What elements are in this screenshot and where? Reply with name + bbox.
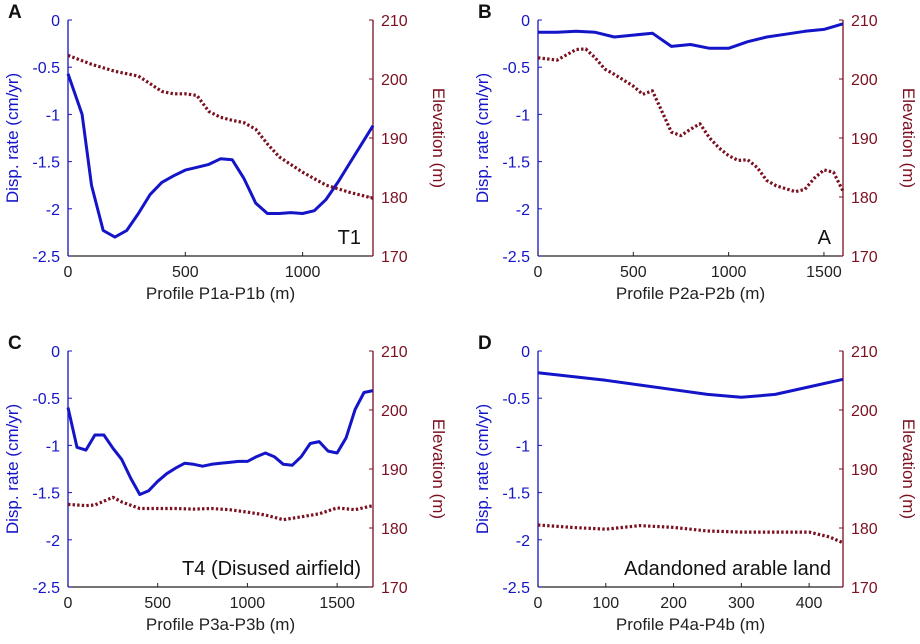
left-y-tick-label: -0.5	[32, 60, 60, 77]
right-y-tick-label: 200	[851, 403, 878, 420]
x-tick-label: 1500	[806, 264, 842, 281]
elevation-line	[537, 47, 845, 194]
left-y-tick-label: -2	[516, 533, 530, 550]
x-tick-label: 0	[64, 595, 73, 612]
left-y-axis-label: Disp. rate (cm/yr)	[473, 404, 492, 534]
right-y-tick-label: 180	[381, 190, 408, 207]
panel-annotation: T1	[338, 227, 361, 249]
left-y-tick-label: 0	[51, 344, 60, 361]
right-y-tick-label: 210	[381, 13, 408, 30]
left-y-tick-label: 0	[51, 13, 60, 30]
right-y-axis-label: Elevation (m)	[899, 419, 918, 519]
left-y-axis-label: Disp. rate (cm/yr)	[3, 73, 22, 203]
right-y-tick-label: 180	[381, 521, 408, 538]
right-y-tick-label: 170	[381, 580, 408, 597]
panel-d: 0 100 200 300 400 0 -0.5 -1 -1.5 -2 -2.5 210 200 190 1…	[473, 333, 918, 634]
x-tick-label: 500	[620, 264, 647, 281]
x-tick-label: 100	[592, 595, 619, 612]
left-y-axis-label: Disp. rate (cm/yr)	[473, 73, 492, 203]
left-y-tick-label: 0	[521, 344, 530, 361]
x-tick-label: 0	[534, 264, 543, 281]
panel-annotation: T4 (Disused airfield)	[182, 558, 361, 580]
x-axis-label: Profile P4a-P4b (m)	[616, 615, 765, 634]
left-y-tick-label: -0.5	[502, 391, 530, 408]
left-y-tick-label: -1	[516, 107, 530, 124]
left-y-axis-label: Disp. rate (cm/yr)	[3, 404, 22, 534]
right-y-tick-label: 200	[851, 72, 878, 89]
x-tick-label: 1000	[711, 264, 747, 281]
left-y-tick-label: -2.5	[32, 249, 60, 266]
panel-letter: D	[478, 333, 492, 354]
panel-annotation: A	[818, 227, 832, 249]
left-y-tick-label: 0	[521, 13, 530, 30]
x-tick-label: 400	[796, 595, 823, 612]
left-y-tick-label: -1.5	[32, 486, 60, 503]
x-tick-label: 0	[534, 595, 543, 612]
panel-letter: B	[478, 2, 492, 23]
right-y-tick-label: 200	[381, 403, 408, 420]
x-tick-label: 0	[64, 264, 73, 281]
elevation-line	[67, 53, 374, 200]
left-y-tick-label: -0.5	[502, 60, 530, 77]
x-tick-label: 500	[144, 595, 171, 612]
panel-letter: C	[8, 333, 22, 354]
right-y-tick-label: 180	[851, 521, 878, 538]
elevation-line	[537, 523, 844, 545]
left-y-tick-label: -1.5	[502, 486, 530, 503]
displacement-rate-line	[66, 389, 374, 496]
left-y-tick-label: -2.5	[502, 249, 530, 266]
right-y-tick-label: 170	[381, 249, 408, 266]
right-y-tick-label: 170	[851, 249, 878, 266]
right-y-tick-label: 210	[851, 13, 878, 30]
right-y-axis-label: Elevation (m)	[899, 88, 918, 188]
panel-a: 0 500 1000 0 -0.5 -1 -1.5 -2 -2.5 210 200 190 180 170…	[3, 2, 448, 303]
x-tick-label: 200	[660, 595, 687, 612]
left-y-tick-label: -2.5	[32, 580, 60, 597]
right-y-tick-label: 210	[851, 344, 878, 361]
displacement-rate-line	[66, 73, 375, 239]
left-y-tick-label: -1	[516, 438, 530, 455]
x-axis-label: Profile P3a-P3b (m)	[146, 615, 295, 634]
right-y-axis-label: Elevation (m)	[429, 88, 448, 188]
right-y-tick-label: 190	[851, 131, 878, 148]
left-y-tick-label: -2	[46, 202, 60, 219]
left-y-tick-label: -2	[516, 202, 530, 219]
left-y-tick-label: -2	[46, 533, 60, 550]
panel-letter: A	[8, 2, 22, 23]
x-tick-label: 300	[728, 595, 755, 612]
right-y-tick-label: 190	[381, 462, 408, 479]
left-y-tick-label: -1.5	[32, 155, 60, 172]
right-y-axis-label: Elevation (m)	[429, 419, 448, 519]
x-tick-label: 500	[172, 264, 199, 281]
left-y-tick-label: -1.5	[502, 155, 530, 172]
right-y-tick-label: 170	[851, 580, 878, 597]
x-axis-label: Profile P1a-P1b (m)	[146, 284, 295, 303]
x-tick-label: 1500	[319, 595, 355, 612]
right-y-tick-label: 190	[851, 462, 878, 479]
right-y-tick-label: 200	[381, 72, 408, 89]
left-y-tick-label: -2.5	[502, 580, 530, 597]
panel-c: 0 500 1000 1500 0 -0.5 -1 -1.5 -2 -2.5 210 200 190 18…	[3, 333, 448, 634]
x-tick-label: 1000	[230, 595, 266, 612]
panel-annotation: Adandoned arable land	[624, 558, 831, 580]
right-y-tick-label: 180	[851, 190, 878, 207]
panel-b: 0 500 1000 1500 0 -0.5 -1 -1.5 -2 -2.5 210 200 190 18…	[473, 2, 918, 303]
right-y-tick-label: 210	[381, 344, 408, 361]
elevation-line	[67, 495, 374, 522]
displacement-rate-line	[537, 371, 844, 399]
left-y-tick-label: -1	[46, 107, 60, 124]
right-y-tick-label: 190	[381, 131, 408, 148]
x-tick-label: 1000	[285, 264, 321, 281]
left-y-tick-label: -1	[46, 438, 60, 455]
left-y-tick-label: -0.5	[32, 391, 60, 408]
x-axis-label: Profile P2a-P2b (m)	[616, 284, 765, 303]
displacement-rate-line	[538, 22, 844, 50]
